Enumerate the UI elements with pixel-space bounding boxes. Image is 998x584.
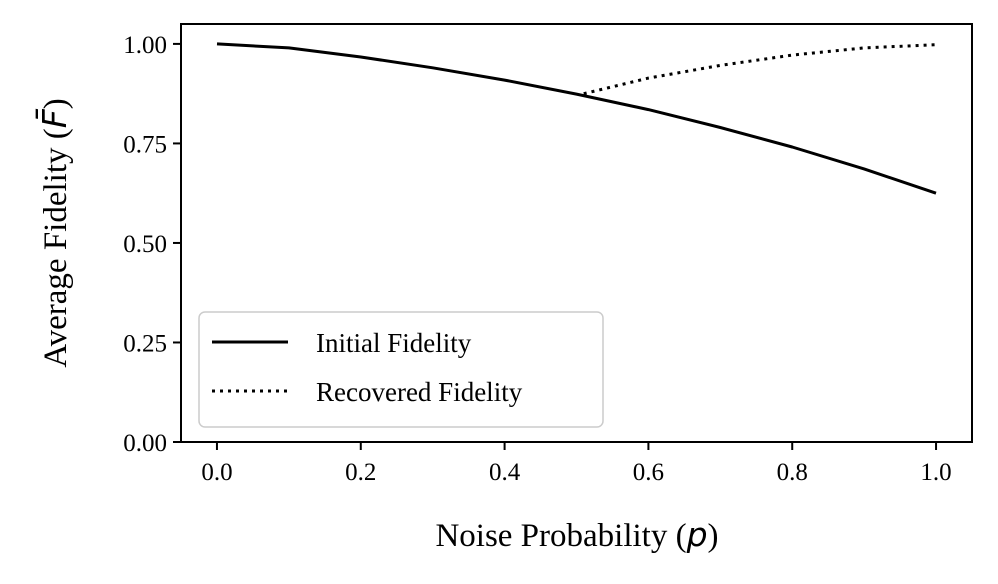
x-tick-label: 0.2 [345, 459, 376, 486]
legend-box [198, 311, 604, 428]
x-tick-label: 0.4 [489, 459, 521, 486]
y-tick-label: 1.00 [123, 32, 167, 59]
legend-label-initial: Initial Fidelity [316, 328, 472, 358]
y-tick-label: 0.75 [123, 131, 167, 158]
x-axis: 0.0 0.2 0.4 0.6 0.8 1.0 [201, 442, 952, 486]
plot-area [216, 42, 937, 195]
x-tick-label: 0.8 [777, 459, 808, 486]
y-tick-label: 0.25 [123, 330, 167, 357]
x-tick-label: 1.0 [920, 459, 951, 486]
x-tick-label: 0.0 [201, 459, 232, 486]
legend-label-recovered: Recovered Fidelity [316, 377, 523, 407]
series-line-initial-fidelity [216, 42, 937, 195]
y-axis-title: Average Fidelity (F̄) [34, 98, 74, 367]
y-tick-label: 0.50 [123, 231, 167, 258]
plot-frame [180, 23, 973, 443]
x-axis-title: Noise Probability (p) [435, 515, 718, 554]
y-tick-label: 0.00 [123, 430, 167, 457]
legend: Initial Fidelity Recovered Fidelity [198, 311, 604, 428]
x-tick-label: 0.6 [633, 459, 664, 486]
series-line-recovered-fidelity [583, 43, 937, 96]
y-axis: 0.00 0.25 0.50 0.75 1.00 [123, 32, 181, 457]
